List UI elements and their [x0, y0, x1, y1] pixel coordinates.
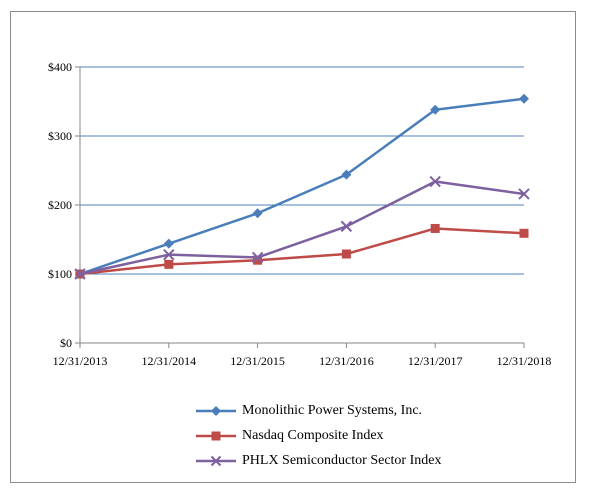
- legend-label-phlx: PHLX Semiconductor Sector Index: [242, 452, 442, 468]
- series-line: [79, 97, 525, 276]
- legend-item-phlx: PHLX Semiconductor Sector Index: [196, 448, 441, 473]
- x-tick-label: 12/31/2015: [230, 354, 285, 368]
- legend: Monolithic Power Systems, Inc. Nasdaq Co…: [196, 398, 441, 473]
- data-point: [340, 220, 353, 233]
- legend-label-nasdaq: Nasdaq Composite Index: [242, 427, 384, 443]
- legend-item-mpwr: Monolithic Power Systems, Inc.: [196, 398, 441, 423]
- x-tick-label: 12/31/2017: [408, 354, 463, 368]
- y-tick-label: $400: [48, 60, 72, 74]
- x-tick-label: 12/31/2016: [319, 354, 374, 368]
- data-point: [163, 238, 174, 249]
- data-point: [341, 249, 351, 259]
- y-tick-label: $0: [60, 336, 72, 350]
- data-point: [163, 248, 175, 261]
- data-point: [252, 208, 263, 219]
- x-axis-ticks: 12/31/2013 12/31/2014 12/31/2015 12/31/2016…: [53, 343, 552, 368]
- data-point: [519, 228, 529, 238]
- chart-frame: [10, 11, 576, 483]
- data-point: [74, 268, 86, 280]
- data-point: [518, 188, 530, 200]
- grid-lines: [75, 66, 524, 344]
- data-point: [519, 93, 529, 104]
- y-tick-label: $100: [48, 267, 72, 281]
- series-group: [74, 93, 530, 280]
- x-tick-label: 12/31/2018: [497, 354, 552, 368]
- data-point: [341, 169, 352, 180]
- series-2: [74, 175, 530, 280]
- x-tick-label: 12/31/2014: [141, 354, 196, 368]
- data-point: [253, 255, 263, 265]
- y-axis-ticks: $0 $100 $200 $300 $400: [48, 60, 72, 350]
- legend-marker-x-icon: [196, 455, 236, 466]
- legend-item-nasdaq: Nasdaq Composite Index: [196, 423, 441, 448]
- series-line: [79, 227, 525, 276]
- legend-marker-diamond-icon: [196, 405, 236, 416]
- y-tick-label: $200: [48, 198, 72, 212]
- legend-marker-square-icon: [196, 431, 236, 440]
- legend-label-mpwr: Monolithic Power Systems, Inc.: [242, 402, 423, 418]
- series-line: [79, 180, 525, 276]
- data-point: [251, 251, 264, 264]
- y-tick-label: $300: [48, 129, 72, 143]
- x-tick-label: 12/31/2013: [53, 354, 108, 368]
- data-point: [429, 175, 441, 188]
- data-point: [430, 223, 440, 233]
- data-point: [164, 259, 174, 269]
- data-point: [430, 104, 441, 115]
